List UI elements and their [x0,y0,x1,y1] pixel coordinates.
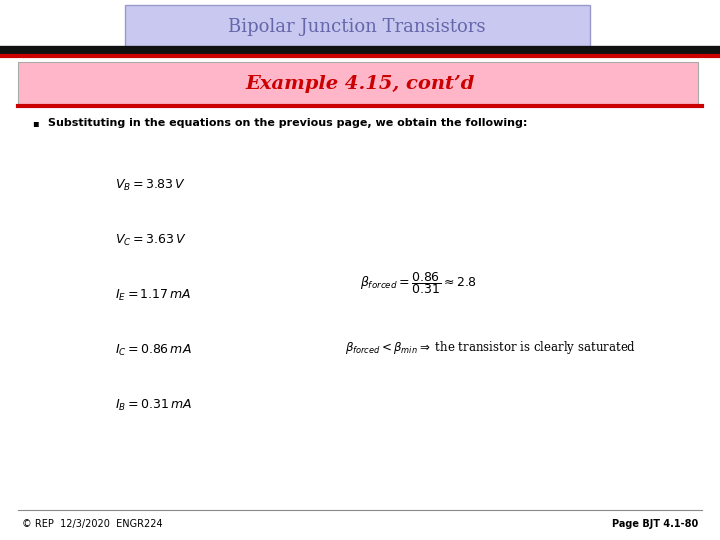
Text: Bipolar Junction Transistors: Bipolar Junction Transistors [228,18,486,36]
Text: $I_C = 0.86\,mA$: $I_C = 0.86\,mA$ [115,342,192,357]
FancyBboxPatch shape [125,5,590,47]
Text: Substituting in the equations on the previous page, we obtain the following:: Substituting in the equations on the pre… [48,118,527,128]
FancyBboxPatch shape [18,62,698,104]
Text: $I_B = 0.31\,mA$: $I_B = 0.31\,mA$ [115,397,192,413]
Text: $I_E = 1.17\,mA$: $I_E = 1.17\,mA$ [115,287,192,302]
Text: Page BJT 4.1-80: Page BJT 4.1-80 [612,519,698,529]
Text: © REP  12/3/2020  ENGR224: © REP 12/3/2020 ENGR224 [22,519,163,529]
Text: $\beta_{forced} < \beta_{min} \Rightarrow$ the transistor is clearly saturated: $\beta_{forced} < \beta_{min} \Rightarro… [345,340,636,356]
Text: ▪: ▪ [32,118,39,128]
Text: $\beta_{forced} = \dfrac{0.86}{0.31} \approx 2.8$: $\beta_{forced} = \dfrac{0.86}{0.31} \ap… [360,270,477,296]
Text: Example 4.15, cont’d: Example 4.15, cont’d [246,75,474,93]
Text: $V_B = 3.83\,V$: $V_B = 3.83\,V$ [115,178,186,193]
Text: $V_C = 3.63\,V$: $V_C = 3.63\,V$ [115,232,186,247]
